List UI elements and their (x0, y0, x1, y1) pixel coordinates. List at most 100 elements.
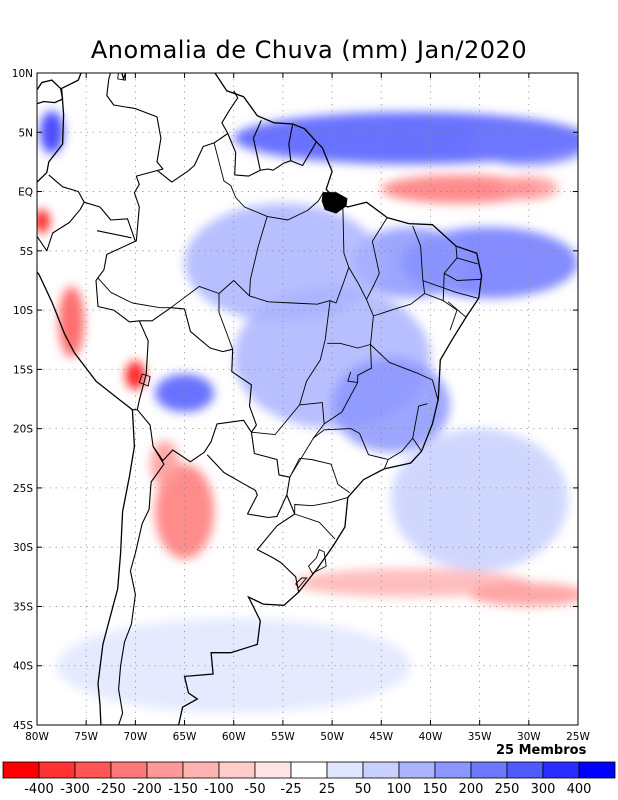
state-border (249, 295, 331, 305)
colorbar-label: -250 (96, 782, 126, 797)
colorbar-label: -300 (60, 782, 90, 797)
lat-label: 10N (12, 68, 33, 80)
colorbar-swatch (434, 761, 472, 779)
central-america-coastline (37, 79, 64, 105)
colorbar-label: 250 (495, 782, 520, 797)
anomaly-equatorial-dry-band-2 (499, 176, 559, 200)
lake-outline (307, 548, 327, 574)
lat-label: 30S (13, 542, 33, 554)
colorbar: -400 -300 -250 -200 -150 -100 -50 -25 25 50 100 150… (2, 761, 616, 797)
colorbar-swatch (290, 761, 328, 779)
map-title: Anomalia de Chuva (mm) Jan/2020 (90, 36, 528, 64)
country-border (256, 513, 300, 593)
anomaly-itcz-north-band-2 (469, 122, 578, 166)
state-border (383, 437, 414, 470)
colorbar-label: 200 (459, 782, 484, 797)
colorbar-label: 50 (355, 782, 372, 797)
country-border (252, 120, 262, 171)
state-border (447, 301, 467, 318)
colorbar-swatch (362, 761, 400, 779)
state-border (366, 217, 388, 300)
state-border (244, 192, 324, 221)
colorbar-label: -25 (280, 782, 301, 797)
lake-outline (295, 577, 308, 589)
state-border (456, 257, 478, 265)
lat-label: 25S (13, 483, 33, 495)
colorbar-label: 400 (567, 782, 592, 797)
lat-label: 45S (13, 720, 33, 732)
anomaly-southern-ocean-wet (56, 618, 411, 714)
state-border (327, 267, 374, 349)
colorbar-swatch (578, 761, 616, 779)
state-border (213, 142, 245, 208)
state-border (251, 402, 325, 478)
lon-label: 75W (74, 731, 98, 743)
ensemble-members-note: 25 Membros (496, 743, 587, 758)
anomaly-bolivia-wet (155, 374, 215, 413)
colorbar-label: 300 (531, 782, 556, 797)
country-border (106, 73, 164, 242)
colorbar-swatch (326, 761, 364, 779)
anomaly-southeast-brazil-wet (332, 357, 451, 453)
country-border (136, 409, 252, 463)
colorbar-swatch (470, 761, 508, 779)
lon-label: 30W (517, 731, 541, 743)
colorbar-swatch (110, 761, 148, 779)
lake-outline (138, 373, 151, 387)
lat-label: 15S (13, 364, 33, 376)
state-border (329, 208, 350, 304)
lon-label: 55W (271, 731, 295, 743)
colorbar-swatch (146, 761, 184, 779)
country-border (227, 133, 317, 177)
anomaly-field (37, 110, 578, 714)
colorbar-label: -150 (168, 782, 198, 797)
lon-label: 35W (468, 731, 492, 743)
state-border (97, 277, 171, 309)
state-border (313, 428, 389, 460)
anomaly-equatorial-dry-band (381, 174, 539, 204)
country-border (96, 230, 132, 239)
amazon-delta-islands (321, 192, 348, 214)
lat-label: 5N (18, 127, 33, 139)
colorbar-swatch (74, 761, 112, 779)
state-border (422, 280, 478, 299)
lon-label: 50W (320, 731, 344, 743)
state-border (294, 513, 336, 540)
colorbar-swatch (218, 761, 256, 779)
anomaly-colombia-wet (39, 110, 64, 154)
anomaly-atlantic-southeast-wet (391, 428, 569, 571)
lat-label: EQ (18, 187, 33, 199)
lat-label: 5S (20, 246, 34, 258)
country-border (288, 123, 294, 161)
colorbar-swatch (542, 761, 580, 779)
colorbar-label: -100 (204, 782, 234, 797)
colorbar-label: -200 (132, 782, 162, 797)
country-border (84, 201, 140, 323)
lon-label: 65W (173, 731, 197, 743)
state-border (443, 272, 482, 281)
state-border (249, 216, 268, 296)
lake-outline (117, 73, 126, 81)
anomaly-ne-brazil-wet (351, 227, 470, 299)
lat-label: 40S (13, 661, 33, 673)
colorbar-swatch (506, 761, 544, 779)
state-border (370, 344, 439, 402)
colorbar-label: -50 (244, 782, 265, 797)
lon-label: 45W (369, 731, 393, 743)
state-border (412, 403, 428, 452)
lon-label: 60W (222, 731, 246, 743)
colorbar-label: 150 (423, 782, 448, 797)
country-border (132, 320, 149, 411)
lon-label: 25W (566, 731, 590, 743)
country-border (286, 494, 296, 515)
lon-label: 70W (123, 731, 147, 743)
state-border (449, 309, 458, 331)
state-border (347, 344, 372, 383)
lat-label: 10S (13, 305, 33, 317)
anomaly-uruguay-dry-streak (292, 568, 529, 597)
state-border (218, 280, 250, 297)
colorbar-swatch (254, 761, 292, 779)
colorbar-label: 100 (387, 782, 412, 797)
